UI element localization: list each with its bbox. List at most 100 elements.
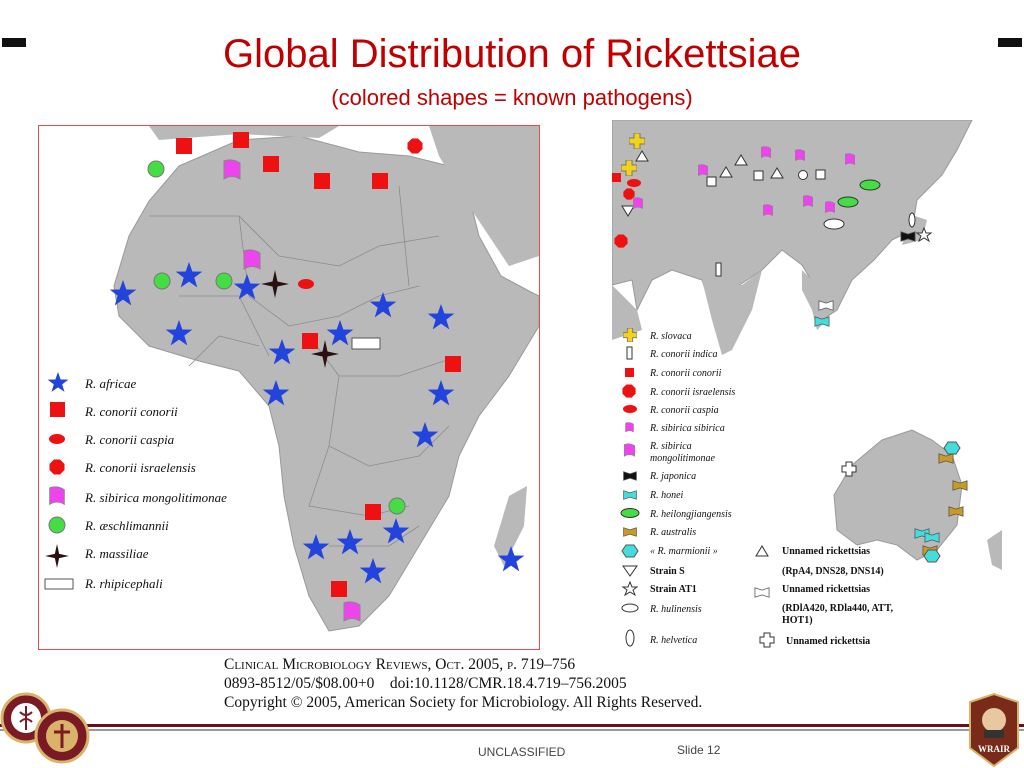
red-square-icon [50, 402, 65, 417]
legend-label: R. conorii indica [649, 349, 718, 360]
legend-label: R. conorii israelensis [84, 460, 196, 475]
legend-label: R. africae [84, 376, 136, 391]
green-oval-marker [837, 196, 859, 208]
magenta-flag-marker [795, 149, 805, 161]
white-down-triangle-marker [621, 205, 635, 217]
africa-map: R. africae R. conorii conorii R. conorii… [44, 126, 539, 632]
red-square-marker [372, 173, 388, 189]
white-triangle-marker [719, 166, 733, 178]
white-triangle-icon [755, 545, 769, 557]
white-rectangle-marker [351, 337, 381, 350]
white-triangle-marker [734, 154, 748, 166]
white-tall-oval-marker [908, 212, 916, 228]
classification-label: UNCLASSIFIED [478, 745, 566, 759]
legend-label: R. conorii conorii [649, 368, 722, 379]
madagascar [494, 486, 527, 566]
asia-map-panel: R. slovaca R. conorii indica R. conorii … [612, 120, 1002, 655]
legend-label: R. honei [649, 490, 684, 501]
legend-sublabel: HOT1) [782, 615, 813, 626]
southeast-asia-landmass [802, 270, 827, 330]
magenta-flag-marker [223, 159, 241, 180]
corner-mark-right [998, 38, 1022, 47]
magenta-flag-marker [761, 146, 771, 158]
legend-label: R. sibirica sibirica [649, 423, 725, 434]
magenta-flag-marker [845, 153, 855, 165]
red-octagon-marker [407, 138, 423, 154]
legend-label: R. conorii israelensis [649, 387, 735, 398]
red-oval-icon [623, 405, 637, 413]
red-square-marker [263, 156, 279, 172]
green-circle-icon [48, 516, 66, 534]
legend-label: R. japonica [649, 471, 696, 482]
black-bowtie-icon [623, 471, 637, 481]
red-square-marker [233, 132, 249, 148]
asia-map: R. slovaca R. conorii indica R. conorii … [612, 120, 1002, 648]
red-square-marker [445, 356, 461, 372]
green-circle-marker [215, 272, 233, 290]
white-rectangle-icon [44, 578, 74, 590]
legend-label: R. heilongjiangensis [649, 509, 732, 520]
new-zealand-landmass [987, 530, 1002, 570]
arabia-landmass [429, 126, 539, 266]
wrair-text: WRAIR [978, 744, 1011, 754]
white-star-icon [621, 580, 639, 597]
gold-bowtie-icon [623, 527, 637, 537]
white-bar-icon [626, 346, 633, 360]
magenta-flag-tall-icon [623, 443, 636, 457]
legend-label: R. massiliae [84, 546, 149, 561]
slide-number: Slide 12 [677, 743, 721, 757]
magenta-flag-marker [698, 164, 708, 176]
magenta-flag-marker [343, 601, 361, 622]
legend-label: R. sibirica mongolitimonae [84, 490, 227, 505]
white-oval-marker [823, 218, 845, 230]
legend-label: Unnamed rickettsia [786, 636, 870, 647]
asia-markers [612, 133, 968, 563]
legend-sublabel: (RpA4, DNS28, DNS14) [782, 566, 884, 577]
white-cross-icon [759, 632, 775, 648]
legend-label: mongolitimonae [650, 453, 716, 464]
australia-landmass [833, 429, 963, 561]
wrair-badge-logo: WRAIR [969, 692, 1019, 768]
white-bar-marker [715, 262, 722, 277]
white-square-marker [815, 169, 826, 180]
legend-label: Strain AT1 [650, 584, 697, 595]
red-oval-marker [627, 179, 641, 187]
legend-sublabel: (RDlA420, RDla440, ATT, [782, 603, 894, 614]
white-square-marker [753, 170, 764, 181]
footer-bar [0, 724, 1024, 734]
legend-label: Unnamed rickettsias [782, 546, 870, 557]
red-square-icon [625, 368, 634, 377]
magenta-flag-marker [243, 249, 261, 270]
white-circle-marker [798, 170, 808, 180]
citation-block: Clinical Microbiology Reviews, Oct. 2005… [224, 655, 702, 712]
africa-map-panel: R. africae R. conorii conorii R. conorii… [38, 125, 540, 650]
cyan-hexagon-marker [943, 441, 961, 455]
magenta-flag-icon [49, 486, 65, 505]
red-square-marker [314, 173, 330, 189]
red-octagon-marker [614, 234, 628, 248]
cyan-hexagon-icon [621, 544, 639, 558]
legend-label: R. sibirica [649, 441, 692, 452]
white-down-triangle-icon [622, 565, 638, 577]
arabia-landmass [612, 285, 642, 340]
magenta-flag-marker [825, 201, 835, 213]
legend-label: R. conorii caspia [649, 405, 719, 416]
red-octagon-marker [623, 188, 635, 200]
citation-journal: Clinical Microbiology Reviews, Oct. 2005… [224, 656, 576, 673]
red-oval-icon [49, 434, 65, 444]
white-triangle-marker [770, 167, 784, 179]
blue-star-icon [47, 372, 69, 392]
magenta-flag-marker [763, 204, 773, 216]
legend-label: R. australis [649, 527, 696, 538]
magenta-flag-marker [803, 195, 813, 207]
red-square-marker [302, 333, 318, 349]
white-tall-oval-icon [625, 629, 635, 647]
white-oval-icon [621, 603, 639, 613]
white-cross-marker [841, 461, 857, 477]
red-square-marker [331, 581, 347, 597]
legend-label: R. conorii caspia [84, 432, 175, 447]
red-square-marker [176, 138, 192, 154]
black-four-point-star-icon [45, 544, 69, 568]
slide-title: Global Distribution of Rickettsiae [222, 32, 802, 76]
seal-logo [0, 692, 90, 764]
